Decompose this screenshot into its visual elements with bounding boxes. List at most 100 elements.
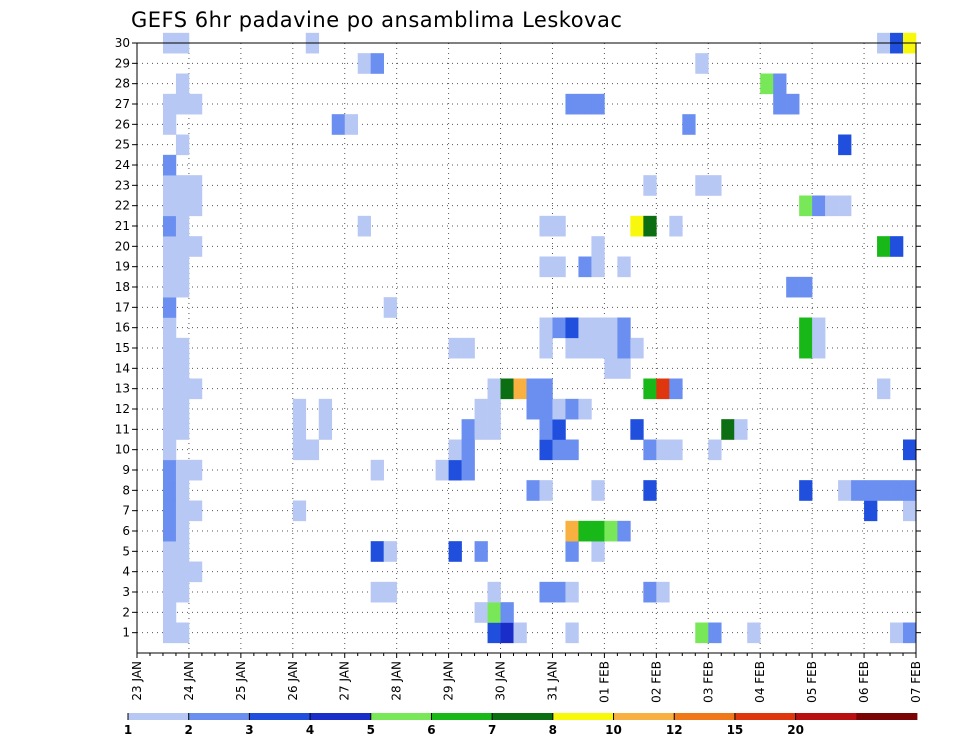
heatmap-cell (162, 215, 177, 237)
heatmap-cell (604, 358, 618, 379)
heatmap-cell (552, 439, 566, 461)
colorbar-swatch (188, 713, 250, 720)
heatmap-cell (162, 541, 177, 562)
heatmap-cell (565, 541, 579, 562)
heatmap-cell (383, 541, 397, 562)
y-tick-label: 9 (122, 463, 130, 477)
heatmap-cell (461, 337, 475, 359)
heatmap-cell (162, 256, 177, 278)
colorbar-swatch (431, 713, 493, 720)
heatmap-cell (591, 317, 605, 339)
heatmap-cell (175, 236, 190, 257)
colorbar-label: 4 (306, 723, 314, 737)
heatmap-cell (773, 73, 787, 95)
heatmap-cell (370, 53, 384, 74)
x-tick-label: 26 JAN (286, 661, 300, 701)
heatmap-cell (630, 419, 644, 440)
heatmap-cell (175, 256, 190, 278)
colorbar-label: 20 (787, 723, 804, 737)
heatmap-cell (630, 337, 644, 359)
heatmap-cell (539, 317, 553, 339)
heatmap-cell (877, 236, 891, 257)
heatmap-cell (175, 561, 190, 583)
heatmap-cell (357, 53, 371, 74)
heatmap-cell (474, 541, 488, 562)
heatmap-cell (188, 195, 203, 217)
heatmap-cell (188, 561, 203, 583)
heatmap-cell (175, 175, 190, 196)
heatmap-cell (565, 398, 579, 420)
heatmap-cell (188, 500, 203, 522)
y-tick-label: 19 (115, 260, 130, 274)
heatmap-cell (799, 317, 813, 339)
heatmap-cell (617, 337, 631, 359)
y-tick-label: 26 (115, 117, 130, 131)
heatmap-cell (526, 480, 540, 501)
heatmap-cell (188, 378, 203, 400)
y-tick-label: 23 (115, 178, 130, 192)
colorbar-swatch (310, 713, 372, 720)
heatmap-cells (162, 32, 917, 644)
heatmap-cell (617, 317, 631, 339)
heatmap-cell (175, 500, 190, 522)
heatmap-cell (461, 439, 475, 461)
heatmap-cell (435, 459, 449, 481)
heatmap-cell (162, 500, 177, 522)
heatmap-cell (175, 541, 190, 562)
heatmap-cell (877, 480, 891, 501)
heatmap-cell (357, 215, 371, 237)
heatmap-cell (890, 236, 904, 257)
heatmap-cell (292, 439, 307, 461)
heatmap-cell (162, 93, 177, 115)
heatmap-cell (539, 581, 553, 603)
heatmap-cell (773, 93, 787, 115)
heatmap-cell (565, 520, 579, 542)
heatmap-cell (487, 622, 501, 644)
heatmap-cell (903, 439, 917, 461)
y-tick-label: 16 (115, 321, 130, 335)
heatmap-cell (565, 317, 579, 339)
heatmap-cell (565, 93, 579, 115)
heatmap-cell (552, 256, 566, 278)
heatmap-cell (175, 276, 190, 298)
heatmap-cell (539, 439, 553, 461)
heatmap-cell (175, 459, 190, 481)
heatmap-cell (318, 419, 333, 440)
heatmap-cell (175, 581, 190, 603)
chart-title: GEFS 6hr padavine po ansamblima Leskovac (131, 8, 622, 32)
heatmap-cell (799, 276, 813, 298)
heatmap-cell (162, 236, 177, 257)
heatmap-cell (292, 500, 307, 522)
heatmap-cell (162, 337, 177, 359)
heatmap-cell (461, 459, 475, 481)
y-tick-label: 13 (115, 382, 130, 396)
heatmap-cell (656, 581, 670, 603)
heatmap-cell (448, 439, 462, 461)
heatmap-cell (643, 215, 657, 237)
heatmap-cell (552, 419, 566, 440)
heatmap-cell (448, 459, 462, 481)
colorbar-swatch (674, 713, 736, 720)
heatmap-cell (162, 459, 177, 481)
y-tick-label: 8 (122, 483, 130, 497)
colorbar-label: 8 (549, 723, 557, 737)
heatmap-cell (721, 419, 735, 440)
heatmap-cell (812, 317, 826, 339)
y-tick-label: 11 (115, 422, 130, 436)
heatmap-cell (513, 378, 527, 400)
heatmap-cell (175, 419, 190, 440)
heatmap-cell (591, 480, 605, 501)
heatmap-cell (474, 602, 488, 623)
heatmap-cell (591, 236, 605, 257)
heatmap-cell (812, 195, 826, 217)
x-tick-label: 02 FEB (649, 661, 663, 703)
heatmap-cell (318, 398, 333, 420)
heatmap-cell (604, 317, 618, 339)
y-tick-label: 7 (122, 504, 130, 518)
heatmap-cell (162, 154, 177, 176)
colorbar-swatch (249, 713, 311, 720)
colorbar-label: 7 (488, 723, 496, 737)
x-tick-label: 29 JAN (442, 661, 456, 701)
y-tick-label: 18 (115, 280, 130, 294)
heatmap-cell (175, 358, 190, 379)
